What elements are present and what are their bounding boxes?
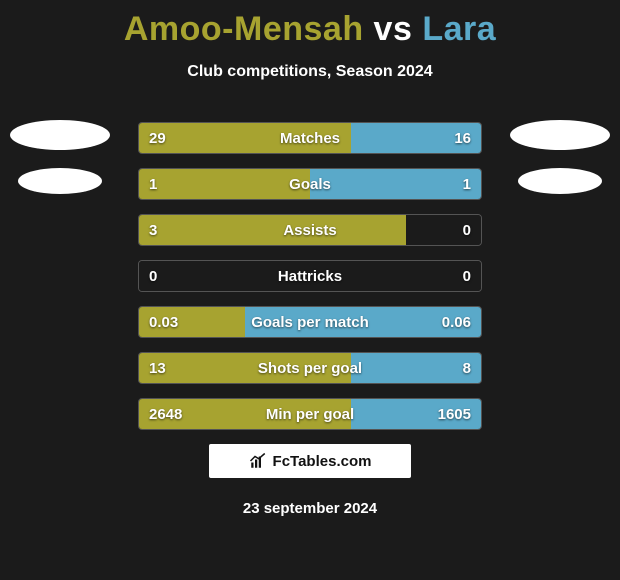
title-right: Lara [422, 10, 496, 48]
bar-seg-left [139, 307, 245, 337]
footer-date: 23 september 2024 [0, 500, 620, 517]
bar-row-2: Assists30 [138, 214, 482, 246]
bar-seg-mid [406, 215, 481, 245]
branding-text: FcTables.com [273, 453, 372, 470]
bar-seg-left [139, 215, 406, 245]
avatar-left-1 [18, 168, 102, 194]
bar-row-5: Shots per goal138 [138, 352, 482, 384]
bar-row-0: Matches2916 [138, 122, 482, 154]
avatar-left-0 [10, 120, 110, 150]
branding-badge: FcTables.com [209, 444, 411, 478]
bar-row-1: Goals11 [138, 168, 482, 200]
bar-row-4: Goals per match0.030.06 [138, 306, 482, 338]
bar-seg-right [245, 307, 481, 337]
avatars-left [10, 120, 110, 194]
title-vs: vs [364, 10, 423, 48]
page-title: Amoo-Mensah vs Lara [0, 0, 620, 49]
bar-seg-left [139, 353, 351, 383]
subtitle: Club competitions, Season 2024 [0, 63, 620, 81]
avatars-right [510, 120, 610, 194]
bar-row-6: Min per goal26481605 [138, 398, 482, 430]
bar-seg-left [139, 123, 351, 153]
bar-seg-right [351, 399, 481, 429]
bar-seg-right [351, 353, 481, 383]
bar-row-3: Hattricks00 [138, 260, 482, 292]
avatar-right-0 [510, 120, 610, 150]
chart-icon [249, 452, 267, 470]
bar-seg-right [351, 123, 481, 153]
bar-seg-mid [139, 261, 481, 291]
bar-seg-left [139, 169, 310, 199]
avatar-right-1 [518, 168, 602, 194]
title-left: Amoo-Mensah [124, 10, 364, 48]
comparison-bars: Matches2916 Goals11 Assists30 Hattricks00 Go… [138, 122, 482, 430]
bar-seg-left [139, 399, 351, 429]
bar-seg-right [310, 169, 481, 199]
